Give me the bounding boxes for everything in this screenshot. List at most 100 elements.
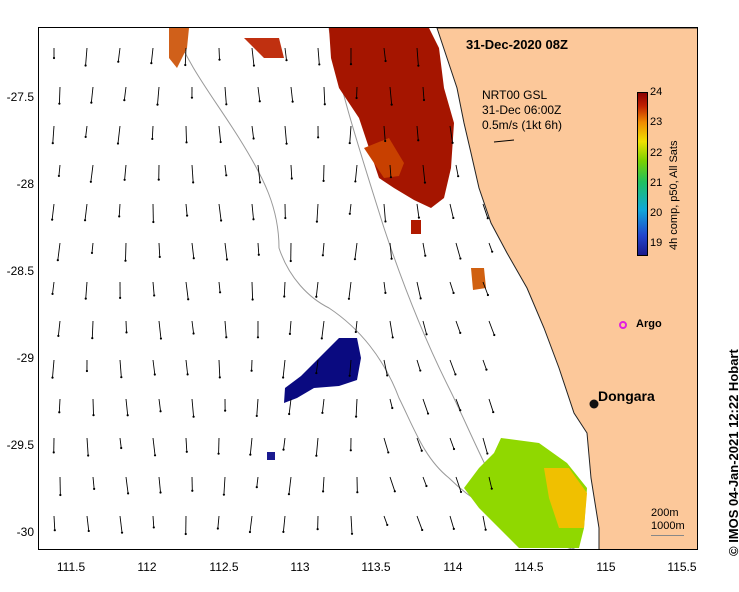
sst-colorbar <box>637 92 648 256</box>
current-vector <box>224 164 227 176</box>
current-vector-head <box>252 64 256 67</box>
current-vector <box>416 359 421 371</box>
current-vector <box>125 398 129 416</box>
current-vector-head <box>349 449 352 452</box>
current-vector-head <box>256 336 260 339</box>
current-vector-head <box>255 486 258 489</box>
current-vector-head <box>123 99 126 102</box>
current-vector <box>52 359 55 378</box>
current-vector <box>249 437 253 455</box>
y-tick-label: -28 <box>16 177 34 191</box>
current-vector-head <box>425 333 428 336</box>
current-vector-head <box>384 291 387 294</box>
current-vector <box>257 86 261 102</box>
current-vector <box>117 47 121 62</box>
current-vector <box>284 47 287 61</box>
current-vector <box>284 125 288 144</box>
current-vector <box>58 86 61 104</box>
current-vector-head <box>315 295 318 298</box>
current-vector-head <box>120 376 123 379</box>
current-vector-head <box>285 142 288 145</box>
current-vector <box>482 359 487 370</box>
current-vector <box>52 281 55 294</box>
current-vector-head <box>486 293 490 297</box>
colorbar-tick: 21 <box>650 177 663 189</box>
current-vector-head <box>320 337 323 340</box>
current-vector <box>315 281 319 297</box>
current-vector <box>449 437 455 450</box>
current-vector <box>158 476 161 493</box>
current-vector <box>389 398 393 409</box>
current-vector-head <box>486 217 489 220</box>
current-vector <box>449 125 454 143</box>
current-vector <box>317 47 320 65</box>
current-vector <box>150 47 154 64</box>
sst-patch-north-specks <box>244 38 284 58</box>
argo-marker <box>619 321 627 329</box>
current-vector-head <box>85 369 89 373</box>
current-vector <box>157 86 160 105</box>
current-vector-head <box>348 374 351 377</box>
current-vector <box>422 242 426 256</box>
current-vector-head <box>220 219 223 222</box>
current-vector <box>290 164 293 179</box>
current-vector-head <box>315 371 318 375</box>
current-vector <box>224 320 227 338</box>
current-vector-head <box>452 447 456 451</box>
current-vector <box>223 476 226 495</box>
current-vector <box>53 515 56 531</box>
current-vector-head <box>290 177 293 180</box>
current-vector-head <box>282 530 285 534</box>
dongara-label: Dongara <box>598 388 655 404</box>
current-vector <box>290 86 294 102</box>
current-vector-head <box>53 529 56 532</box>
current-vector <box>251 281 254 300</box>
current-vector-head <box>157 178 160 181</box>
product-line-2: 31-Dec 06:00Z <box>482 103 562 117</box>
current-vector-head <box>156 103 159 106</box>
current-vector-head <box>417 64 420 67</box>
current-vector-head <box>153 454 157 457</box>
current-vector <box>125 242 127 261</box>
current-vector-head <box>255 414 258 418</box>
colorbar-tick: 19 <box>650 237 663 249</box>
current-vector <box>455 398 461 411</box>
current-vector-head <box>317 136 320 139</box>
product-line-3: 0.5m/s (1kt 6h) <box>482 118 563 132</box>
x-tick-label: 115 <box>596 560 616 574</box>
current-vector <box>282 359 286 378</box>
current-vector-head <box>384 59 387 63</box>
current-vector <box>92 398 94 416</box>
sst-patch-small <box>471 268 486 290</box>
sst-patch-cold-speck <box>267 452 275 460</box>
current-vector-head <box>51 292 54 295</box>
current-vector-head <box>84 135 87 139</box>
current-vector <box>57 320 61 336</box>
current-vector-head <box>126 414 129 417</box>
current-vector <box>218 203 222 221</box>
current-vector <box>315 437 319 456</box>
current-vector-head <box>118 215 121 218</box>
current-vector-head <box>83 219 87 222</box>
sst-patch-south <box>464 438 587 548</box>
current-vector <box>355 398 358 417</box>
current-vector-head <box>185 141 188 144</box>
current-vector <box>488 320 495 336</box>
current-vector-head <box>51 218 54 221</box>
sst-patch-warm-north <box>329 28 454 208</box>
current-vector <box>123 86 127 101</box>
current-vector <box>449 281 454 294</box>
current-vector-head <box>248 530 252 534</box>
current-vector-head <box>421 528 424 532</box>
current-vector-head <box>225 336 228 339</box>
current-vector <box>58 398 61 413</box>
isobath-200m-label: 200m <box>651 507 679 519</box>
current-vector-head <box>391 336 394 339</box>
current-vector <box>217 515 220 529</box>
sst-patch-south-warm <box>544 468 587 528</box>
current-vector-head <box>56 259 59 262</box>
current-vector-head <box>152 526 155 529</box>
current-vector-head <box>251 298 254 301</box>
current-vector <box>283 281 286 297</box>
current-vector-head <box>387 451 390 454</box>
